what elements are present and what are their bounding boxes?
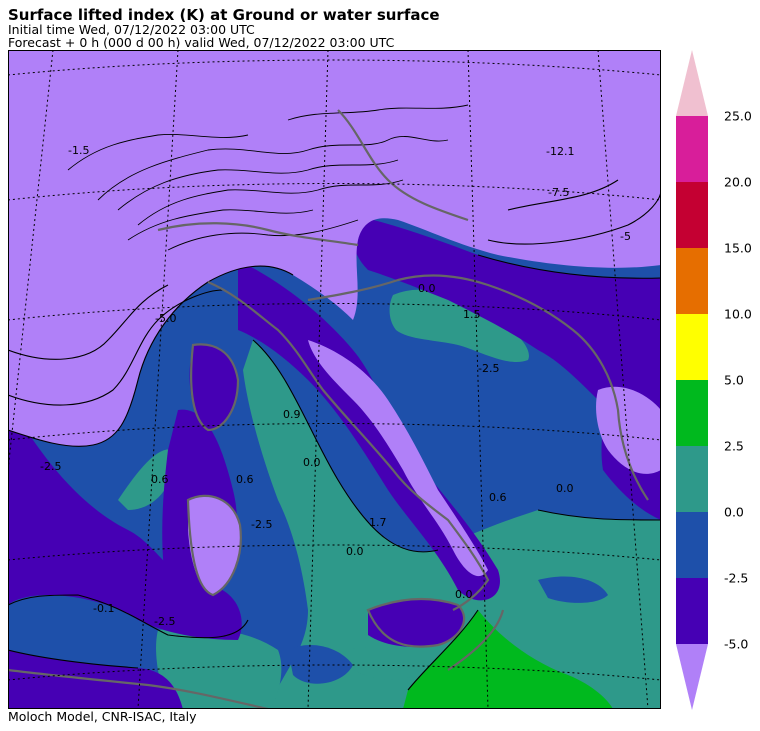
contour-label: -1.5 <box>68 144 89 157</box>
contour-label: -12.1 <box>546 145 574 158</box>
colorbar-band-minus2.5-0 <box>676 512 708 578</box>
contour-label: 0.0 <box>346 545 364 558</box>
zone-0-2.5-central <box>243 340 661 709</box>
contour-label: -0.1 <box>93 602 114 615</box>
zone-minus5-corsica <box>189 344 238 430</box>
contour-label: 0.0 <box>303 456 321 469</box>
contour-label: -2.5 <box>40 460 61 473</box>
colorbar-band-5-10 <box>676 314 708 380</box>
zone-below-minus5-sardinia <box>188 495 241 595</box>
contour-label: 1.7 <box>369 516 387 529</box>
colorbar-band-2.5-5 <box>676 380 708 446</box>
colorbar-tick: 0.0 <box>724 504 744 520</box>
colorbar-band-0-2.5 <box>676 446 708 512</box>
lifted-index-map: -12.1 -7.5 -5.0 -5 -1.5 -2.5 -2.5 -2.5 -… <box>8 50 661 709</box>
contour-label: -7.5 <box>548 186 569 199</box>
contour-label: -5.0 <box>155 312 176 325</box>
colorbar-tick: 2.5 <box>724 438 744 454</box>
colorbar-band-minus5-minus2.5 <box>676 578 708 644</box>
contour-label: 0.0 <box>455 588 473 601</box>
zone-blue-ionian <box>538 576 608 603</box>
zone-0-2.5-adriatic <box>389 289 529 363</box>
contour-label: 0.6 <box>489 491 507 504</box>
footer-credit: Moloch Model, CNR-ISAC, Italy <box>8 709 197 724</box>
colorbar-band-20-25 <box>676 116 708 182</box>
colorbar <box>676 50 708 710</box>
zone-blue-sw-teal <box>288 645 353 684</box>
zone-below-minus5 <box>8 50 661 447</box>
colorbar-tick: 5.0 <box>724 372 744 388</box>
zone-0-2.5-sicily-strait <box>338 645 441 680</box>
contour-label: -2.5 <box>154 615 175 628</box>
colorbar-tick: 10.0 <box>724 306 752 322</box>
zone-minus5-sicily <box>368 598 465 647</box>
colorbar-tick: -2.5 <box>724 570 749 586</box>
zone-below-minus5-balkans <box>596 386 661 474</box>
contour-label: 0.0 <box>418 282 436 295</box>
forecast-time: Forecast + 0 h (000 d 00 h) valid Wed, 0… <box>8 35 395 50</box>
colorbar-over-arrow <box>676 50 708 116</box>
contour-label: 0.6 <box>236 473 254 486</box>
colorbar-tick: 25.0 <box>724 108 752 124</box>
initial-time: Initial time Wed, 07/12/2022 03:00 UTC <box>8 22 255 37</box>
zone-0-2.5-sardinia-west <box>118 449 174 510</box>
zone-2.5-5 <box>403 610 613 709</box>
colorbar-under-arrow <box>676 644 708 710</box>
colorbar-tick: -5.0 <box>724 636 749 652</box>
colorbar-band-10-15 <box>676 248 708 314</box>
colorbar-tick: 20.0 <box>724 174 752 190</box>
map-title: Surface lifted index (K) at Ground or wa… <box>8 6 440 24</box>
contour-label: -5 <box>620 230 631 243</box>
contour-label: 0.9 <box>283 408 301 421</box>
colorbar-tick: 15.0 <box>724 240 752 256</box>
zone-0-2.5-sw <box>156 628 282 709</box>
contour-label: -2.5 <box>478 362 499 375</box>
contour-label: 1.5 <box>463 308 481 321</box>
contour-label: 0.6 <box>151 473 169 486</box>
contour-label: -2.5 <box>251 518 272 531</box>
contour-label: 0.0 <box>556 482 574 495</box>
zone-minus5-adriatic <box>351 215 661 520</box>
colorbar-band-15-20 <box>676 182 708 248</box>
